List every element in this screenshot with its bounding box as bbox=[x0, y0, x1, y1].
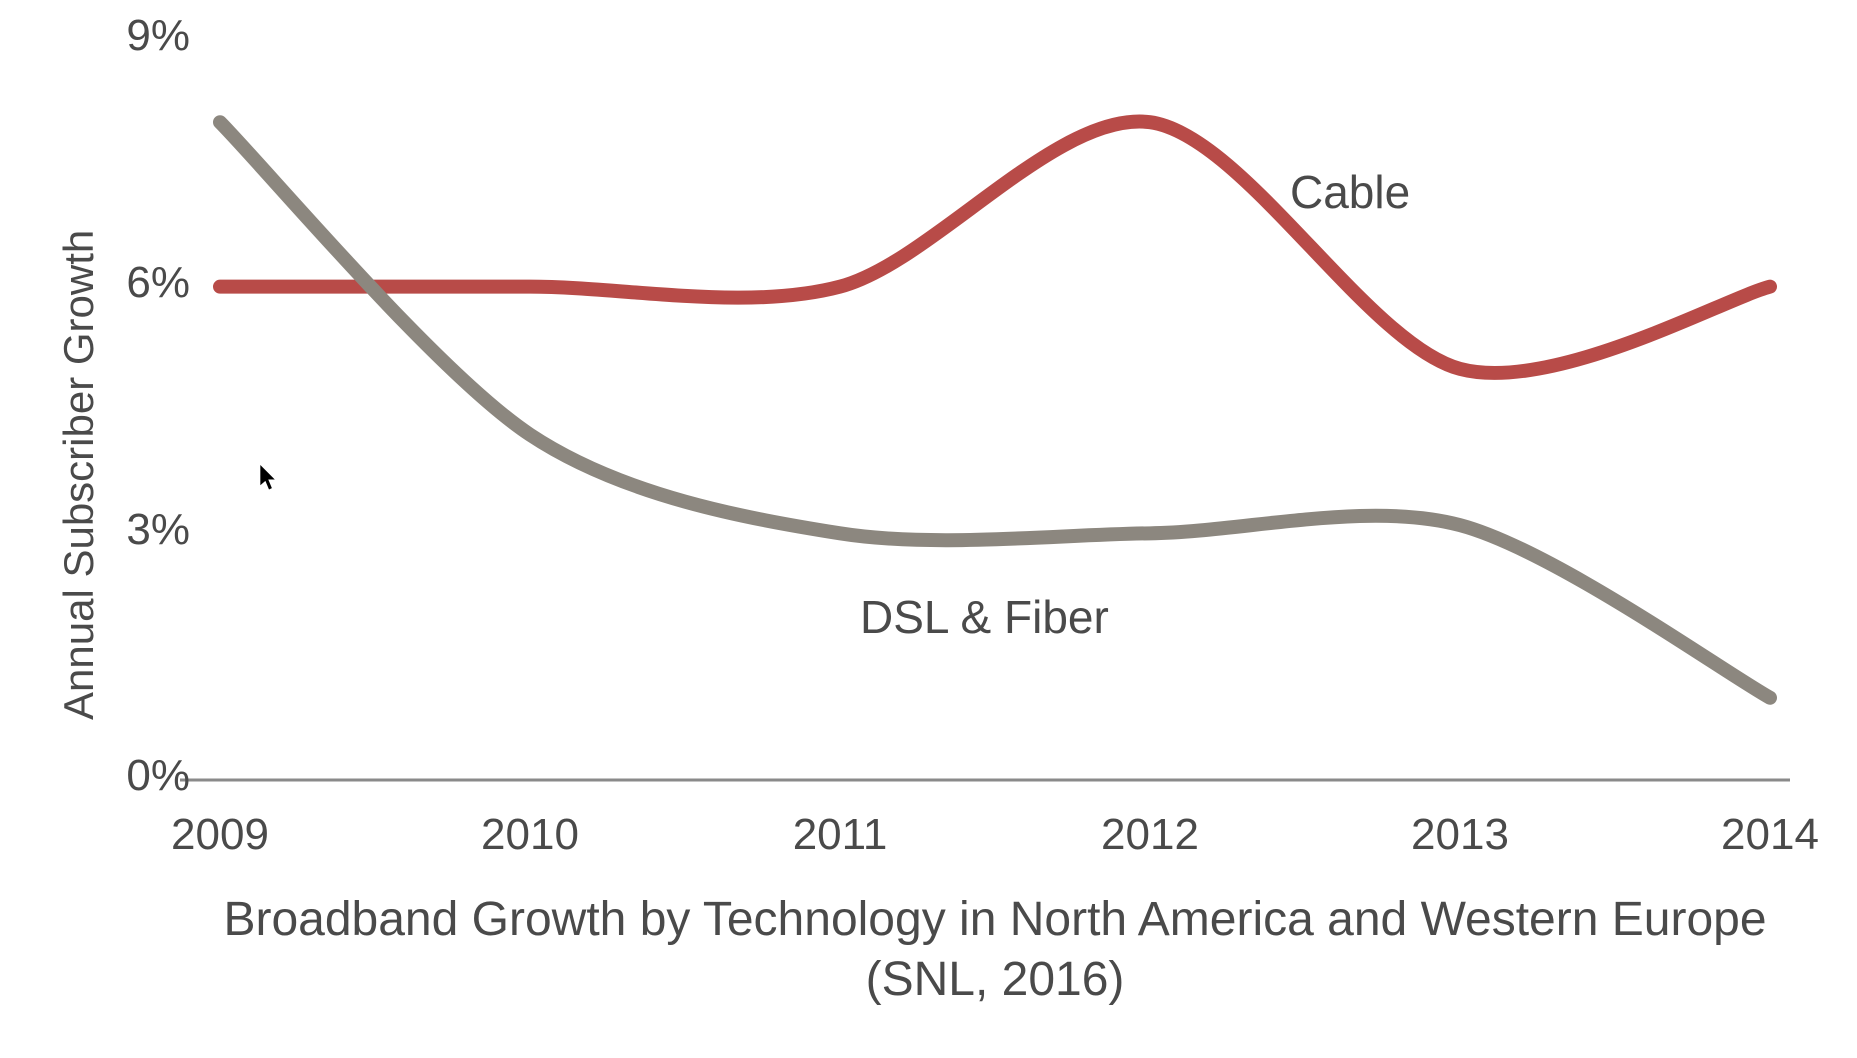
x-tick-label: 2013 bbox=[1390, 810, 1530, 860]
y-tick-label: 0% bbox=[126, 751, 190, 801]
x-tick-label: 2010 bbox=[460, 810, 600, 860]
series-label-dsl-fiber: DSL & Fiber bbox=[860, 590, 1109, 644]
y-tick-label: 6% bbox=[126, 258, 190, 308]
x-tick-label: 2014 bbox=[1700, 810, 1840, 860]
y-tick-label: 9% bbox=[126, 11, 190, 61]
x-tick-label: 2009 bbox=[150, 810, 290, 860]
x-axis-label: Broadband Growth by Technology in North … bbox=[180, 890, 1810, 1010]
x-axis-label-text: Broadband Growth by Technology in North … bbox=[223, 893, 1766, 1006]
series-line-cable bbox=[220, 122, 1770, 373]
y-axis-label: Annual Subscriber Growth bbox=[55, 230, 103, 720]
x-tick-label: 2011 bbox=[770, 810, 910, 860]
y-tick-label: 3% bbox=[126, 505, 190, 555]
x-tick-label: 2012 bbox=[1080, 810, 1220, 860]
series-label-cable: Cable bbox=[1290, 165, 1410, 219]
chart-container: Annual Subscriber Growth Broadband Growt… bbox=[0, 0, 1857, 1058]
cursor-icon bbox=[260, 465, 278, 498]
